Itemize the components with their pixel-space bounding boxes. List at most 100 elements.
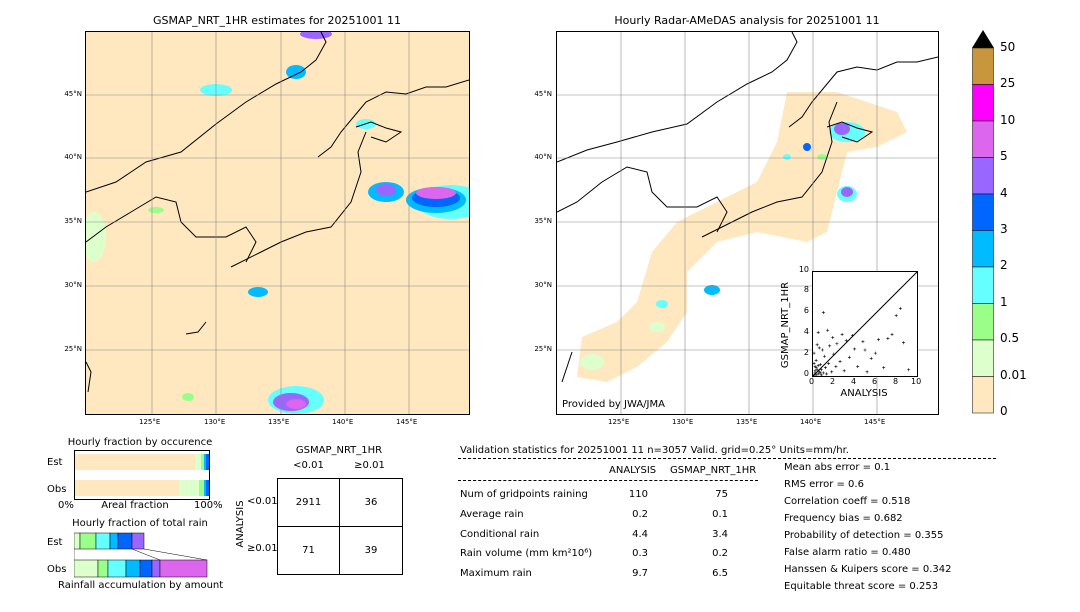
scatter-x-tick: 10 [911,377,922,386]
scatter-point [832,352,836,356]
scatter-point [894,314,898,318]
left-lat-tick: 35°N [64,217,82,225]
scatter-point [863,348,867,352]
left-lat-tick: 30°N [64,281,82,289]
colorbar-swatch [972,303,994,341]
left-map [85,31,470,415]
colorbar-swatch [972,84,994,122]
scatter-point [819,368,823,372]
score-corr: Correlation coeff = 0.518 [784,496,911,507]
colorbar-label: 0.01 [1000,368,1027,382]
scatter-point [813,351,816,355]
occurrence-est-bar [75,454,209,470]
validation-header: Validation statistics for 20251001 11 n=… [460,445,849,456]
occurrence-chart [74,450,210,500]
scatter-x-tick: 6 [872,377,878,386]
left-lon-tick: 130°E [204,418,226,426]
right-map-canvas [557,32,938,414]
right-lat-tick: 30°N [534,281,552,289]
scatter-point [835,342,839,346]
scatter-y-tick: 0 [803,369,809,378]
colorbar-swatch [972,339,994,377]
colorbar-label: 4 [1000,186,1008,200]
scatter-x-tick: 2 [830,377,836,386]
scatter-ylabel: GSMAP_NRT_1HR [780,281,791,369]
scatter-point [901,341,905,345]
total-rain-est-label: Est [47,537,63,548]
colorbar-label: 50 [1000,40,1016,54]
contingency-row-lt: <0.01 [247,496,278,507]
total-rain-obs-label: Obs [47,564,67,575]
scatter-point [814,373,818,376]
validation-col-rule [458,480,758,481]
occurrence-axis-left: 0% [58,500,74,511]
scatter-point [882,366,886,370]
scatter-point [816,372,820,376]
scatter-point [815,368,819,372]
scatter-point [827,362,831,366]
scatter-point [818,371,822,375]
right-lat-tick: 25°N [534,345,552,353]
validation-col-analysis: ANALYSIS [609,465,657,476]
contingency-b: 36 [364,497,378,508]
scatter-point [886,337,890,341]
left-map-title: GSMAP_NRT_1HR estimates for 20251001 11 [152,14,402,27]
contingency-a: 2911 [295,497,322,508]
colorbar-label: 25 [1000,76,1016,90]
scatter-diagonal [813,272,917,376]
scatter-point [873,351,877,355]
scatter-point [853,347,857,351]
colorbar-label: 0 [1000,404,1008,418]
score-freq-bias: Frequency bias = 0.682 [784,513,903,524]
score-far: False alarm ratio = 0.480 [784,547,911,558]
occurrence-obs-bar [75,480,209,496]
right-lon-tick: 125°E [608,418,630,426]
left-rain-blobs [86,32,469,414]
scatter-point [851,333,855,337]
scatter-point [840,332,844,336]
scatter-point [820,348,824,352]
left-map-canvas [86,32,469,414]
left-lat-tick: 40°N [64,153,82,161]
colorbar-over-arrow [972,30,994,48]
left-lon-tick: 140°E [332,418,354,426]
colorbar-swatch [972,120,994,158]
occurrence-obs-label: Obs [47,484,67,495]
colorbar-swatch [972,266,994,304]
contingency-col-title: GSMAP_NRT_1HR [295,445,383,456]
scatter-point [830,370,834,374]
colorbar-swatch [972,376,994,414]
scatter-point [816,364,820,368]
colorbar-label: 1 [1000,295,1008,309]
scatter-point [819,373,823,376]
right-lon-tick: 135°E [736,418,758,426]
scatter-xlabel: ANALYSIS [840,388,888,399]
contingency-col-ge: ≥0.01 [354,460,385,471]
total-rain-bars [74,532,208,578]
scatter-point [814,366,818,370]
colorbar [972,30,994,414]
colorbar-swatches [972,30,994,414]
scatter-point [818,363,822,367]
scatter-point [898,306,902,310]
scatter-point [825,372,829,376]
scatter-point [834,365,838,369]
scatter-x-tick: 4 [851,377,857,386]
left-lon-tick: 135°E [268,418,290,426]
left-coastlines [86,32,469,393]
occurrence-axis-mid: Areal fraction [101,500,169,511]
scatter-point [842,369,846,373]
total-rain-chart [74,532,208,578]
right-map-title: Hourly Radar-AMeDAS analysis for 2025100… [614,14,880,27]
scatter-point [813,369,817,373]
scatter-point [877,338,881,342]
scatter-inset [812,271,918,377]
colorbar-label: 3 [1000,222,1008,236]
scatter-point [861,340,865,344]
colorbar-label: 5 [1000,149,1008,163]
colorbar-label: 0.5 [1000,331,1020,345]
scatter-point [822,354,826,358]
colorbar-label: 2 [1000,258,1008,272]
scatter-point [831,336,835,340]
scatter-point [838,359,842,363]
